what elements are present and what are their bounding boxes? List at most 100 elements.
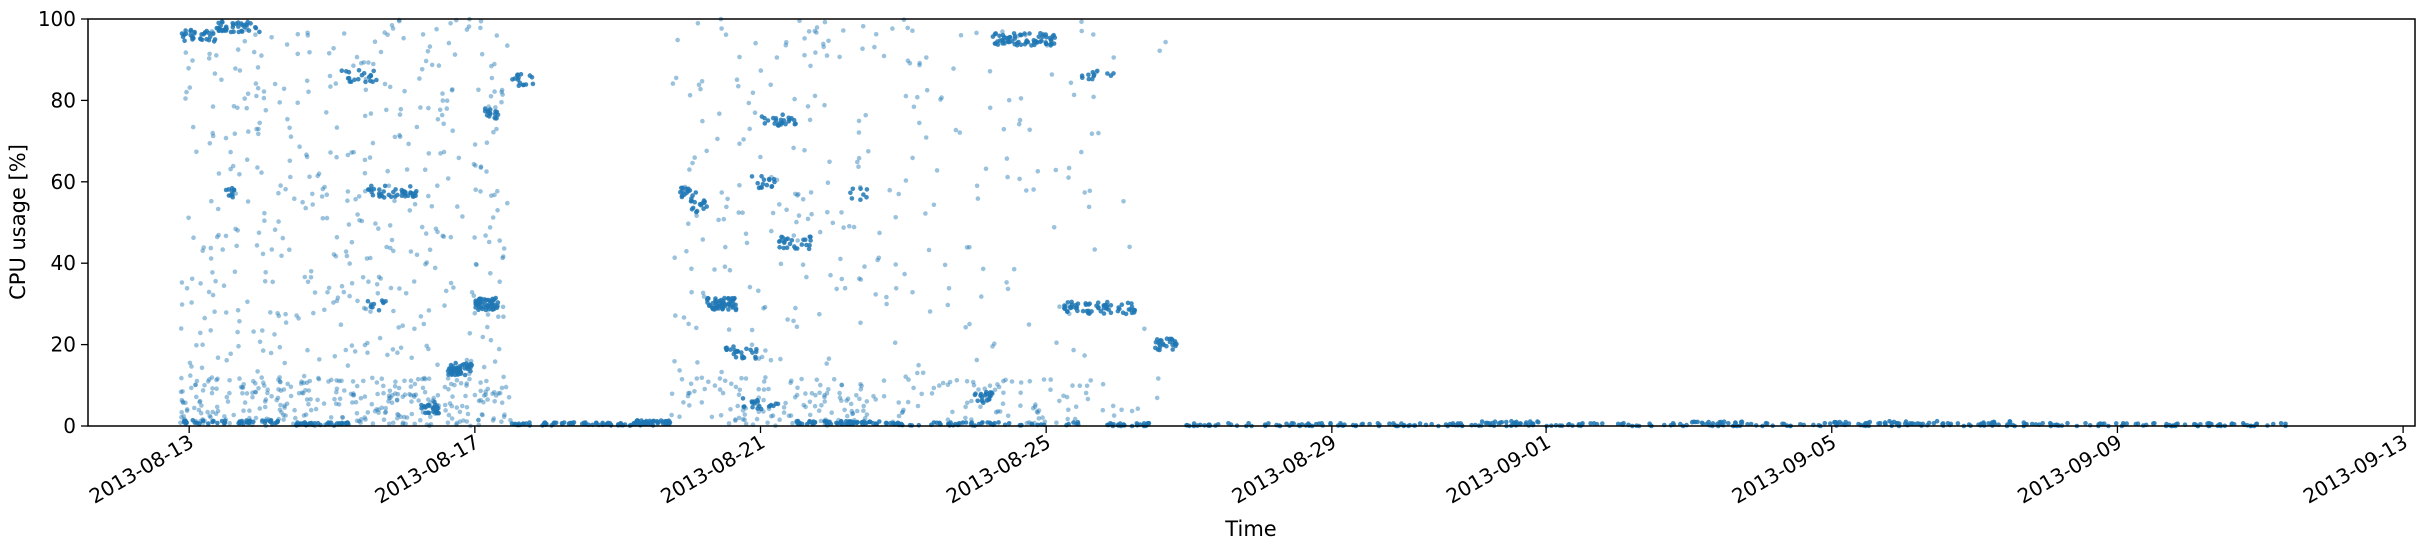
data-point [459,362,465,368]
data-point [334,386,340,392]
data-point [485,297,491,303]
data-point [1129,301,1134,306]
data-point [716,306,721,311]
data-point [1017,117,1023,123]
data-point [2065,420,2070,426]
data-point [1022,31,1027,36]
data-point [500,92,505,97]
data-point [359,417,364,422]
data-point [359,72,365,78]
data-point [786,119,791,124]
data-point [1033,38,1038,44]
data-point [923,211,928,216]
data-point [510,77,515,82]
data-point [499,89,504,95]
data-point [189,364,194,369]
data-point [262,399,268,404]
data-point [336,402,342,407]
data-point [717,387,723,392]
data-point [785,236,790,241]
data-point [473,261,479,267]
data-point [756,386,761,392]
data-point [456,155,462,161]
data-point [441,234,447,239]
data-point [826,356,832,362]
data-point [448,21,453,26]
data-point [206,37,212,43]
data-point [858,197,863,202]
data-point [381,417,387,423]
data-point [354,54,360,60]
data-point [261,380,266,386]
data-point [687,92,693,98]
data-point [802,148,807,153]
data-point [221,283,227,289]
data-point [937,383,942,388]
data-point [397,132,402,138]
data-point [212,71,218,76]
data-point [1726,421,1731,426]
data-point [1157,48,1162,54]
data-point [781,245,786,251]
data-point [807,412,813,418]
data-point [201,245,206,250]
data-point [408,378,414,384]
data-point [903,178,909,183]
data-point [301,380,307,386]
data-point [277,375,283,380]
data-point [337,396,343,402]
data-point [235,105,240,111]
data-point [768,82,773,88]
data-point [755,406,760,411]
data-point [345,189,351,194]
data-point [1084,308,1090,314]
data-point [873,32,879,37]
data-point [304,152,309,157]
data-point [947,379,953,385]
data-point [367,155,373,160]
data-point [856,155,862,161]
data-point [907,61,913,66]
data-point [426,402,431,408]
data-point [834,420,839,426]
data-point [322,307,327,313]
data-point [208,328,213,333]
data-point [505,43,510,48]
data-point [350,400,355,405]
data-point [312,290,318,295]
data-point [397,112,403,117]
data-point [916,362,921,368]
data-point [338,322,344,328]
data-point [384,244,389,250]
data-point [476,417,481,423]
data-point [354,411,360,416]
data-point [191,235,196,240]
data-point [825,209,830,215]
data-point [566,421,572,427]
data-point [1101,305,1107,311]
data-point [319,194,325,199]
data-point [821,44,826,50]
data-point [412,421,418,427]
data-point [354,383,360,389]
data-point [199,32,204,37]
data-point [530,81,536,87]
data-point [210,409,215,415]
data-point [1096,130,1101,136]
data-point [1053,167,1059,173]
data-point [871,393,876,399]
data-point [1706,419,1711,425]
data-point [182,38,187,44]
x-tick-label: 2013-08-17 [371,430,484,509]
data-point [406,141,411,147]
data-point [234,243,239,249]
data-point [374,77,379,83]
data-point [452,382,457,388]
data-point [374,380,380,385]
data-point [719,369,724,375]
data-point [594,420,599,426]
data-point [848,190,853,196]
data-point [499,400,505,406]
data-point [761,379,767,384]
data-point [227,378,232,383]
